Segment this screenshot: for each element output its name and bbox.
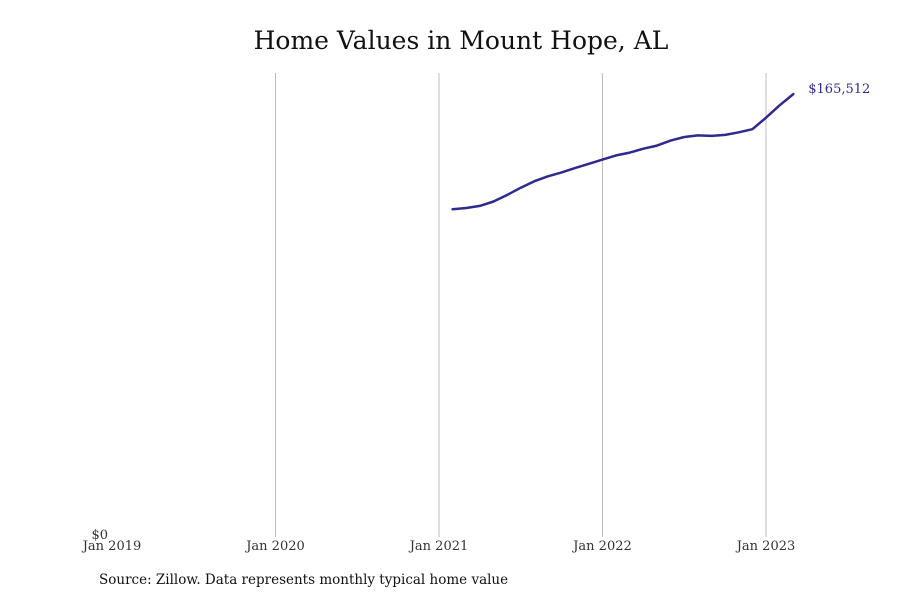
chart-title: Home Values in Mount Hope, AL — [253, 26, 669, 55]
y-tick-label: $0 — [91, 528, 108, 543]
x-tick-label: Jan 2020 — [244, 539, 305, 554]
source-note: Source: Zillow. Data represents monthly … — [99, 572, 509, 588]
x-tick-label: Jan 2023 — [735, 539, 796, 554]
series-line-home-value — [451, 92, 795, 211]
x-axis-tick-labels: Jan 2019 Jan 2020 Jan 2021 Jan 2022 Jan 2023 — [81, 539, 796, 554]
last-value-label: $165,512 — [808, 82, 870, 97]
vertical-gridlines — [275, 73, 767, 537]
x-tick-label: Jan 2021 — [408, 539, 469, 554]
y-axis-tick-labels: $0 — [91, 528, 108, 543]
x-tick-label: Jan 2019 — [81, 539, 142, 554]
x-tick-label: Jan 2022 — [571, 539, 632, 554]
